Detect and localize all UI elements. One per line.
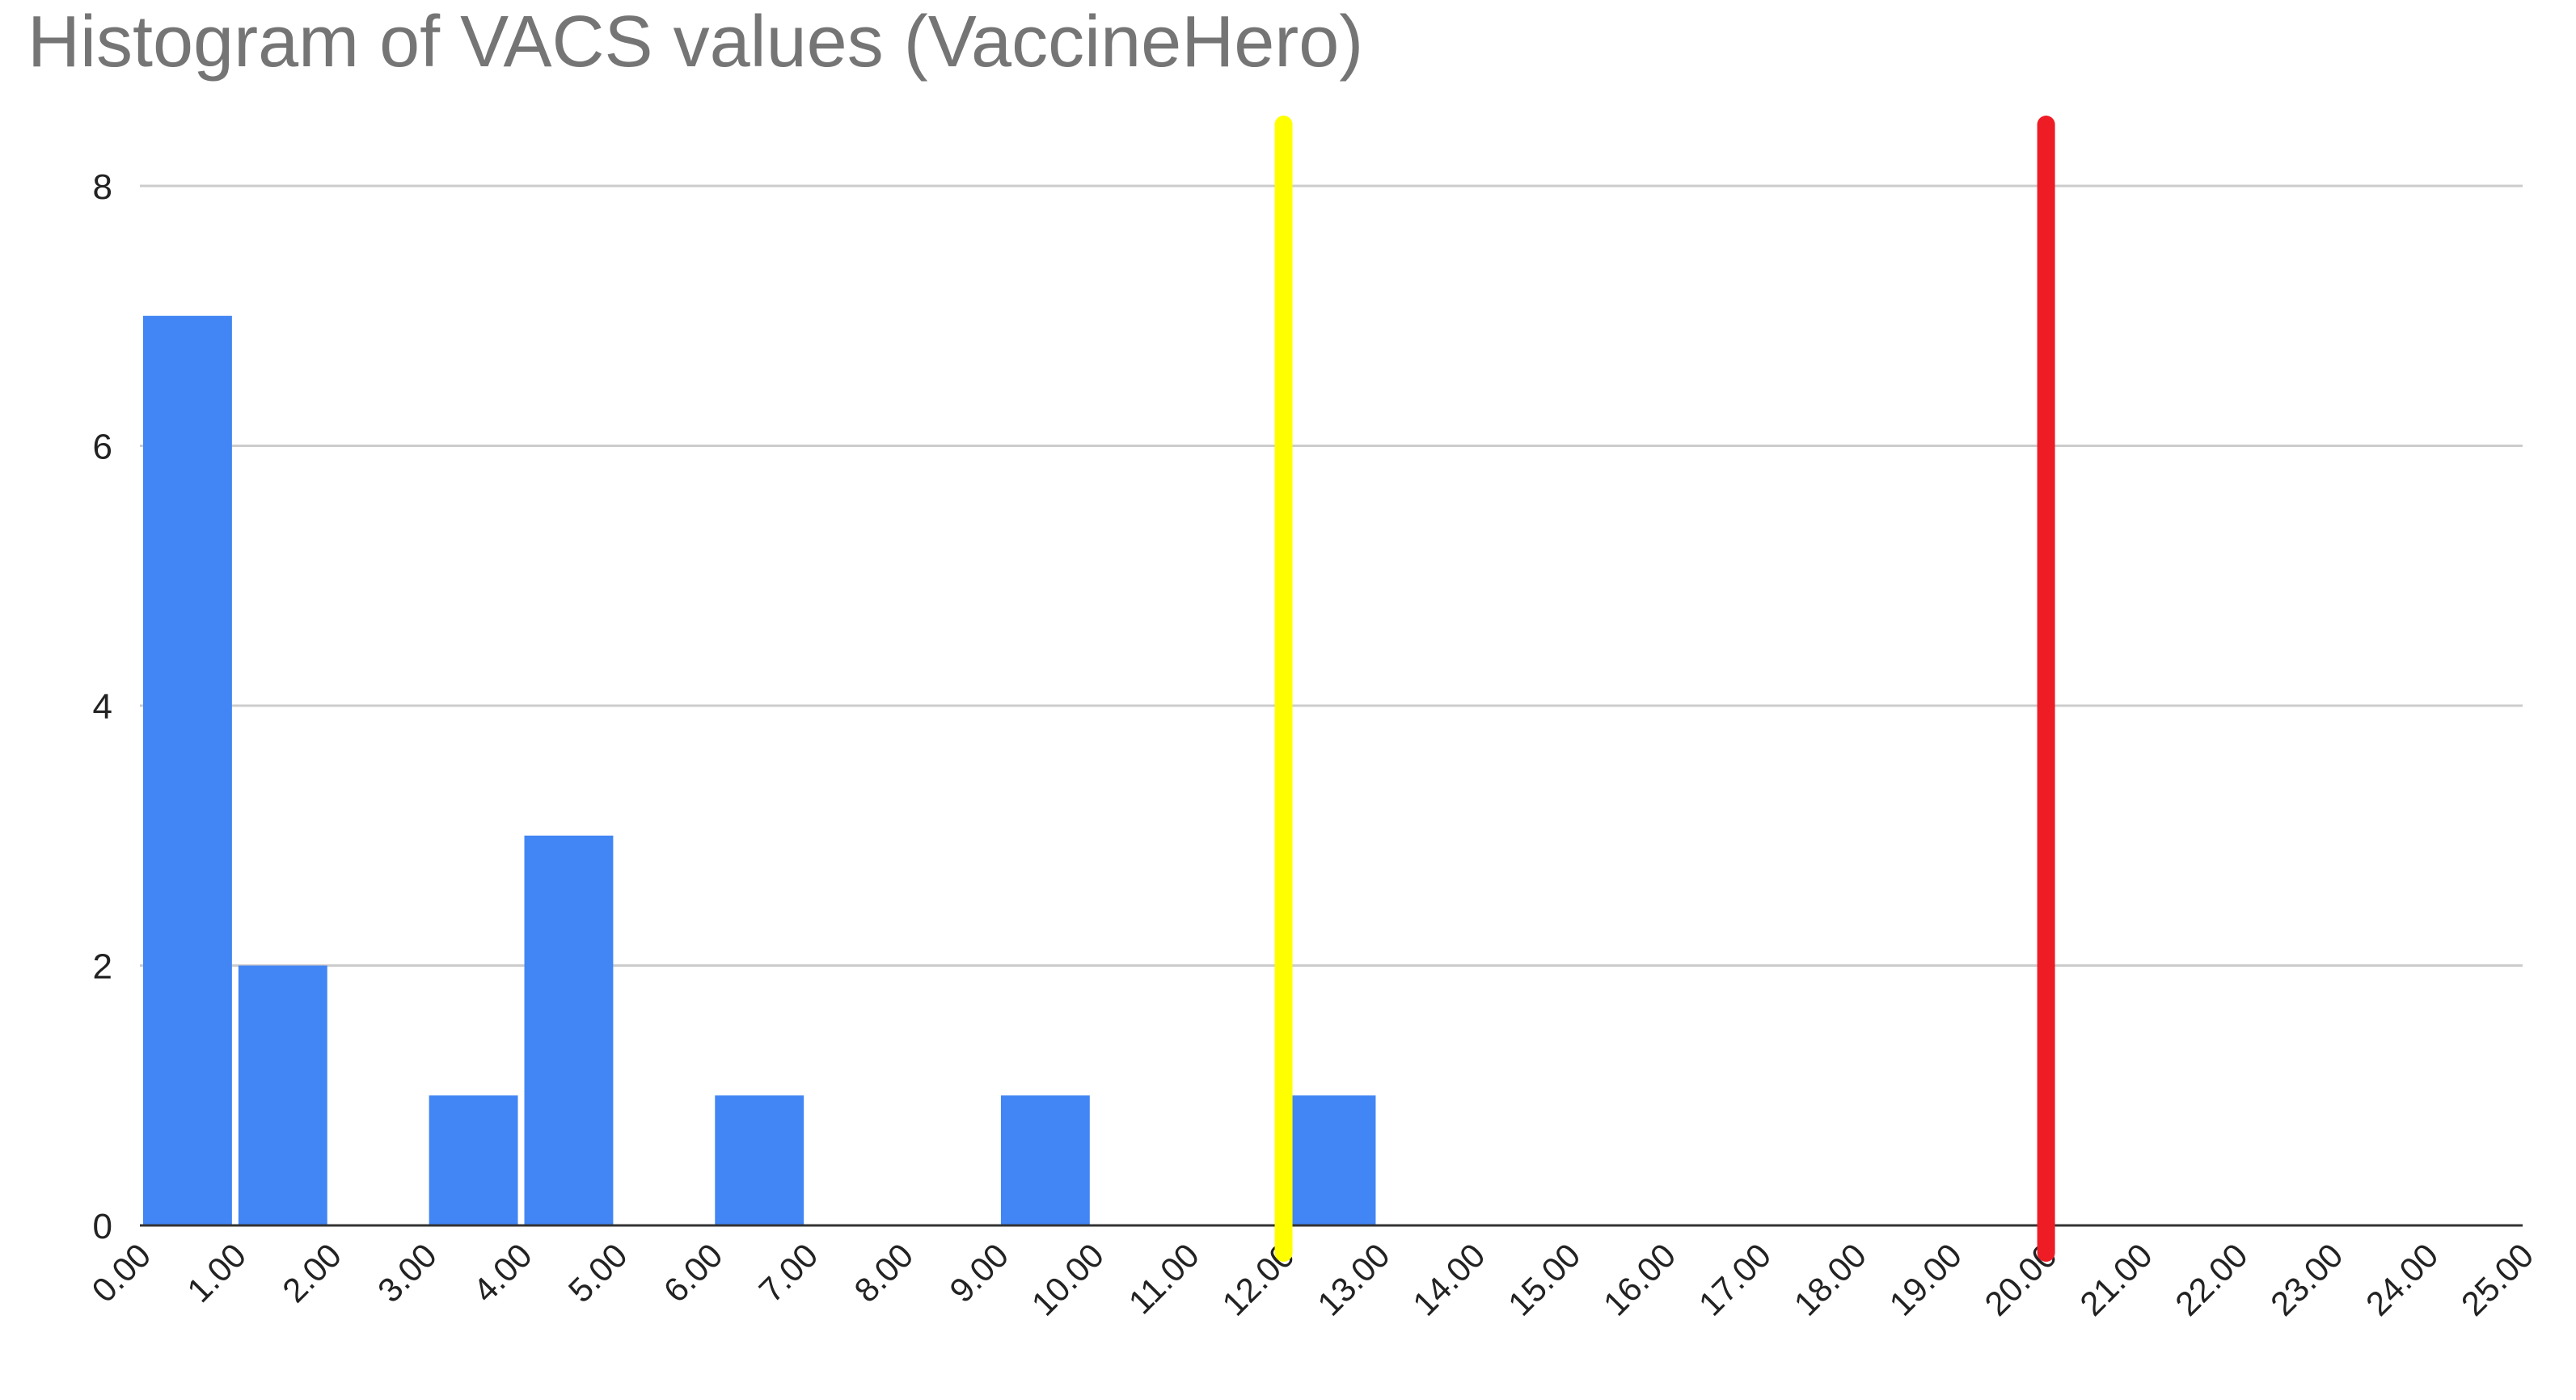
y-tick-label: 8 [93, 167, 112, 207]
x-tick-label: 25.00 [2454, 1236, 2541, 1323]
x-tick-label: 15.00 [1501, 1236, 1588, 1323]
y-tick-label: 2 [93, 947, 112, 987]
x-tick-label: 18.00 [1787, 1236, 1874, 1323]
bar [429, 1095, 518, 1225]
bar [1286, 1095, 1376, 1225]
bar [1000, 1095, 1090, 1225]
x-tick-label: 2.00 [275, 1236, 348, 1309]
x-tick-label: 19.00 [1882, 1236, 1970, 1323]
bar [524, 835, 614, 1225]
x-tick-label: 0.00 [84, 1236, 158, 1309]
bar [143, 315, 232, 1225]
bar [715, 1095, 804, 1225]
x-tick-label: 1.00 [179, 1236, 253, 1309]
x-tick-label: 16.00 [1596, 1236, 1683, 1323]
x-tick-label: 17.00 [1691, 1236, 1779, 1323]
y-tick-label: 4 [93, 687, 112, 727]
y-tick-label: 0 [93, 1207, 112, 1246]
x-tick-label: 13.00 [1310, 1236, 1397, 1323]
chart-title: Histogram of VACS values (VaccineHero) [27, 2, 1363, 82]
x-tick-label: 24.00 [2359, 1236, 2446, 1323]
x-tick-label: 21.00 [2072, 1236, 2160, 1323]
x-tick-label: 11.00 [1121, 1236, 1206, 1321]
x-tick-label: 10.00 [1024, 1236, 1112, 1323]
x-tick-label: 9.00 [942, 1236, 1016, 1309]
x-tick-label: 23.00 [2263, 1236, 2350, 1323]
x-tick-label: 14.00 [1405, 1236, 1493, 1323]
x-tick-label: 8.00 [847, 1236, 920, 1309]
bar [238, 965, 327, 1225]
x-tick-label: 7.00 [751, 1236, 825, 1309]
x-tick-label: 6.00 [657, 1236, 730, 1309]
y-tick-label: 6 [93, 428, 112, 467]
x-tick-label: 3.00 [370, 1236, 444, 1309]
x-tick-label: 4.00 [466, 1236, 539, 1309]
x-tick-label: 5.00 [561, 1236, 635, 1309]
x-tick-label: 22.00 [2168, 1236, 2255, 1323]
